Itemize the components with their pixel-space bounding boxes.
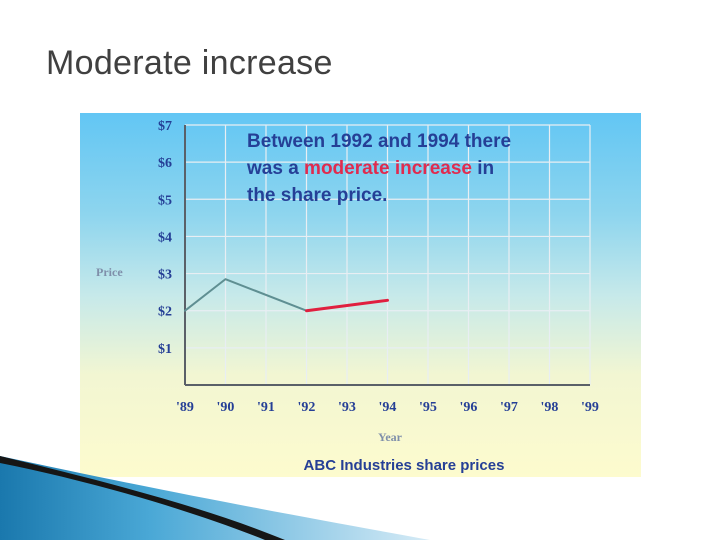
annotation-text: was a — [246, 158, 304, 179]
y-tick-label: $2 — [158, 305, 172, 320]
axes — [184, 125, 590, 386]
x-tick-label: '99 — [581, 400, 599, 415]
x-tick-label: '90 — [217, 400, 235, 415]
annotation-text: in — [472, 158, 494, 179]
x-tick-label: '91 — [257, 400, 275, 415]
series-line — [305, 298, 389, 313]
y-tick-label: $4 — [158, 230, 172, 245]
y-tick-label: $3 — [158, 268, 172, 283]
x-tick-label: '96 — [460, 400, 478, 415]
chart-svg: $1$2$3$4$5$6$7 '89'90'91'92'93'94'95'96 '… — [80, 113, 641, 477]
blue-swoosh — [0, 456, 430, 540]
series-line — [184, 278, 308, 312]
chart-annotation: Between 1992 and 1994 there was a moderat… — [246, 131, 511, 206]
y-tick-labels: $1 $2 $3 $4 $5 $6 $7 — [158, 119, 172, 357]
x-axis-label: Year — [378, 430, 403, 444]
chart-frame: $1 $2 $3 $4 $5 $6 $7 '89'90'91'92'93'94'95'96 '… — [80, 113, 641, 477]
slide-title: Moderate increase — [46, 44, 333, 82]
annotation-text: the share price. — [247, 185, 387, 206]
annotation-text: Between 1992 and 1994 there — [247, 131, 511, 152]
series — [184, 278, 389, 313]
x-tick-label: '94 — [379, 400, 397, 415]
x-tick-label: '97 — [500, 400, 518, 415]
y-tick-label: $5 — [158, 193, 172, 208]
y-axis-label: Price — [96, 265, 123, 279]
y-tick-label: $7 — [158, 119, 172, 134]
x-tick-label: '98 — [541, 400, 559, 415]
chart-background — [80, 113, 641, 477]
y-tick-label: $6 — [158, 156, 172, 171]
x-tick-labels: '89 '90 '91 '92 '93 '94 '95 '96 '97 '98 '99 — [176, 400, 599, 415]
chart-title: ABC Industries share prices — [304, 457, 505, 474]
x-tick-label: '92 — [298, 400, 316, 415]
x-tick-label: '93 — [338, 400, 356, 415]
dark-swoosh — [0, 456, 285, 540]
x-tick-label: '89 — [176, 400, 194, 415]
x-tick-label: '95 — [419, 400, 437, 415]
y-tick-label: $1 — [158, 342, 172, 357]
annotation-highlight: moderate increase — [304, 158, 472, 179]
